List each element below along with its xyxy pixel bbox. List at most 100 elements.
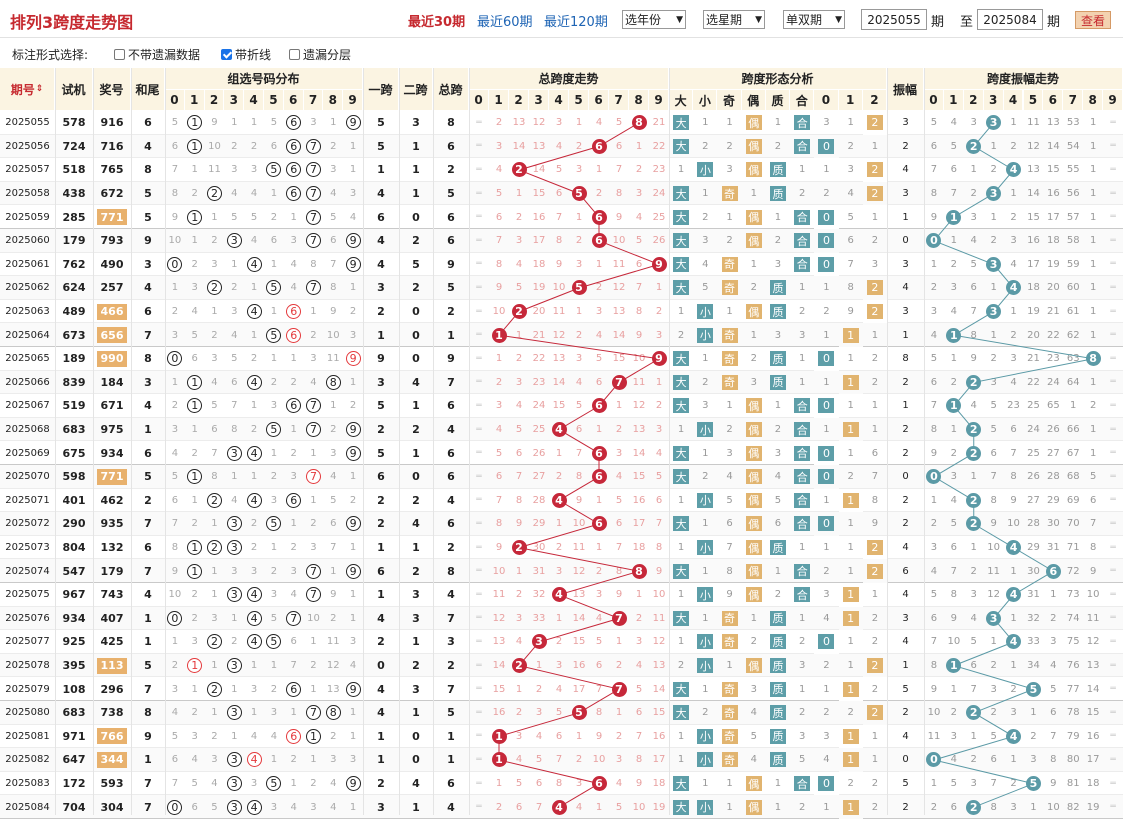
span2-cell: 1: [412, 800, 420, 814]
trend-cell: 3: [575, 778, 583, 790]
prize-number-cell: 304: [100, 800, 124, 814]
amp-trend-cell: 1: [990, 140, 997, 152]
trend-cell: 1: [615, 400, 623, 412]
group-hit-ring: 1: [187, 540, 203, 556]
prize-number-cell: 593: [100, 777, 124, 791]
column-divider: [433, 68, 434, 815]
amp-trend-cell: 13: [1046, 117, 1060, 129]
amp-trend-cell: 68: [1066, 471, 1080, 483]
recent-30-link[interactable]: 最近30期: [408, 15, 466, 30]
shape-cell: 奇: [717, 371, 741, 395]
group-cell: 7: [304, 158, 324, 182]
trend-cell: 14: [632, 447, 646, 459]
group-cell: 1: [310, 494, 317, 506]
trend-cell: 4: [515, 400, 523, 412]
shape-cell: 6: [726, 518, 733, 530]
recent-120-link[interactable]: 最近120期: [544, 15, 608, 30]
option-with-line[interactable]: 带折线: [221, 46, 271, 63]
group-hit-ring: 9: [345, 563, 361, 579]
shape-cell: 大: [669, 276, 693, 300]
shape-cell: 奇: [717, 748, 741, 772]
group-hit-ring: 5: [266, 634, 282, 650]
shape-cell: 1: [774, 565, 782, 577]
group-hit-ring: 4: [246, 587, 262, 603]
group-cell: 1: [349, 140, 357, 152]
trend-cell: 12: [572, 565, 586, 577]
trend-dash: ═: [476, 731, 482, 742]
issue-header[interactable]: 期号 ⇕: [0, 68, 55, 111]
column-divider: [363, 68, 364, 815]
group-hit-ring: 4: [246, 492, 262, 508]
checkbox-with-line[interactable]: [221, 49, 232, 60]
trend-cell: 3: [515, 376, 523, 388]
amp-trend-cell: 7: [990, 778, 997, 790]
trend-cell: 11: [612, 258, 626, 270]
group-cell: 1: [349, 730, 357, 742]
group-cell: 1: [171, 282, 179, 294]
year-select[interactable]: 选年份 ▼: [622, 10, 686, 29]
prize-number-cell: 771: [93, 205, 131, 229]
trend-cell: 7: [555, 211, 563, 223]
shape-cell: 小: [693, 158, 717, 182]
shape-tag: 奇: [721, 610, 738, 626]
group-hit-ring: 9: [345, 115, 361, 131]
group-cell: 5: [264, 158, 284, 182]
amp-trend-cell: 6: [950, 542, 958, 554]
recent-60-link[interactable]: 最近60期: [477, 15, 533, 30]
amp-dash: ═: [1110, 707, 1116, 718]
remainder-tag: 1: [842, 374, 859, 390]
range-to-input[interactable]: 2025084: [977, 9, 1043, 30]
span2-cell: 3: [412, 682, 420, 696]
shape-cell: 1: [847, 518, 854, 530]
shape-cell: 1: [726, 306, 733, 318]
checkbox-no-missing[interactable]: [114, 49, 125, 60]
group-hit-ring: 1: [187, 563, 203, 579]
view-button[interactable]: 查看: [1075, 11, 1111, 29]
trend-digit-header: 0: [469, 90, 489, 111]
span2-cell: 2: [412, 659, 420, 673]
trend-cell: 5: [615, 117, 623, 129]
group-cell: 4: [290, 258, 297, 270]
amp-trend-cell: 6: [930, 140, 938, 152]
group-cell: 3: [224, 795, 244, 819]
trend-hit-ball: 5: [571, 186, 587, 202]
amp-trend-cell: 66: [1066, 424, 1080, 436]
issue-cell: 2025072: [5, 518, 50, 530]
prize-highlight: 344: [97, 751, 127, 768]
prize-number-cell: 179: [100, 564, 124, 578]
group-hit-ring: 9: [345, 256, 361, 272]
shape-cell: 1: [823, 376, 830, 388]
amp-trend-cell: 61: [1066, 306, 1080, 318]
group-cell: 1: [310, 636, 317, 648]
range-from-input[interactable]: 2025055: [861, 9, 927, 30]
group-cell: 5: [191, 778, 198, 790]
shape-tag: 偶: [745, 115, 762, 131]
trend-cell: 2: [495, 801, 503, 813]
amplitude-cell: 2: [902, 424, 909, 436]
trend-cell: 4: [515, 636, 523, 648]
trend-cell: 2: [555, 542, 563, 554]
group-cell: 2: [330, 730, 337, 742]
shape-cell: 大: [669, 394, 693, 418]
sort-icon[interactable]: ⇕: [35, 84, 44, 94]
trend-cell: 19: [532, 282, 546, 294]
weekday-select[interactable]: 选星期 ▼: [703, 10, 765, 29]
option-layered[interactable]: 遗漏分层: [289, 46, 351, 63]
group-cell: 9: [343, 677, 363, 701]
group-hit-ring: 6: [286, 327, 302, 343]
amp-trend-cell: 8: [930, 188, 938, 200]
group-cell: 2: [205, 536, 225, 560]
group-cell: 1: [349, 589, 357, 601]
shape-col-header: 质: [765, 90, 791, 111]
trend-cell: ═: [469, 441, 489, 465]
amp-trend-cell: 21: [1027, 353, 1040, 365]
amp-trend-cell: 4: [1010, 258, 1017, 270]
parity-select[interactable]: 单双期 ▼: [783, 10, 845, 29]
group-cell: 2: [290, 447, 297, 459]
shape-tag: 偶: [745, 587, 762, 603]
checkbox-layered[interactable]: [289, 49, 300, 60]
option-no-missing[interactable]: 不带遗漏数据: [114, 46, 200, 63]
group-hit-ring: 8: [325, 374, 341, 390]
shape-tag: 奇: [721, 327, 738, 343]
group-cell: 1: [185, 465, 205, 489]
